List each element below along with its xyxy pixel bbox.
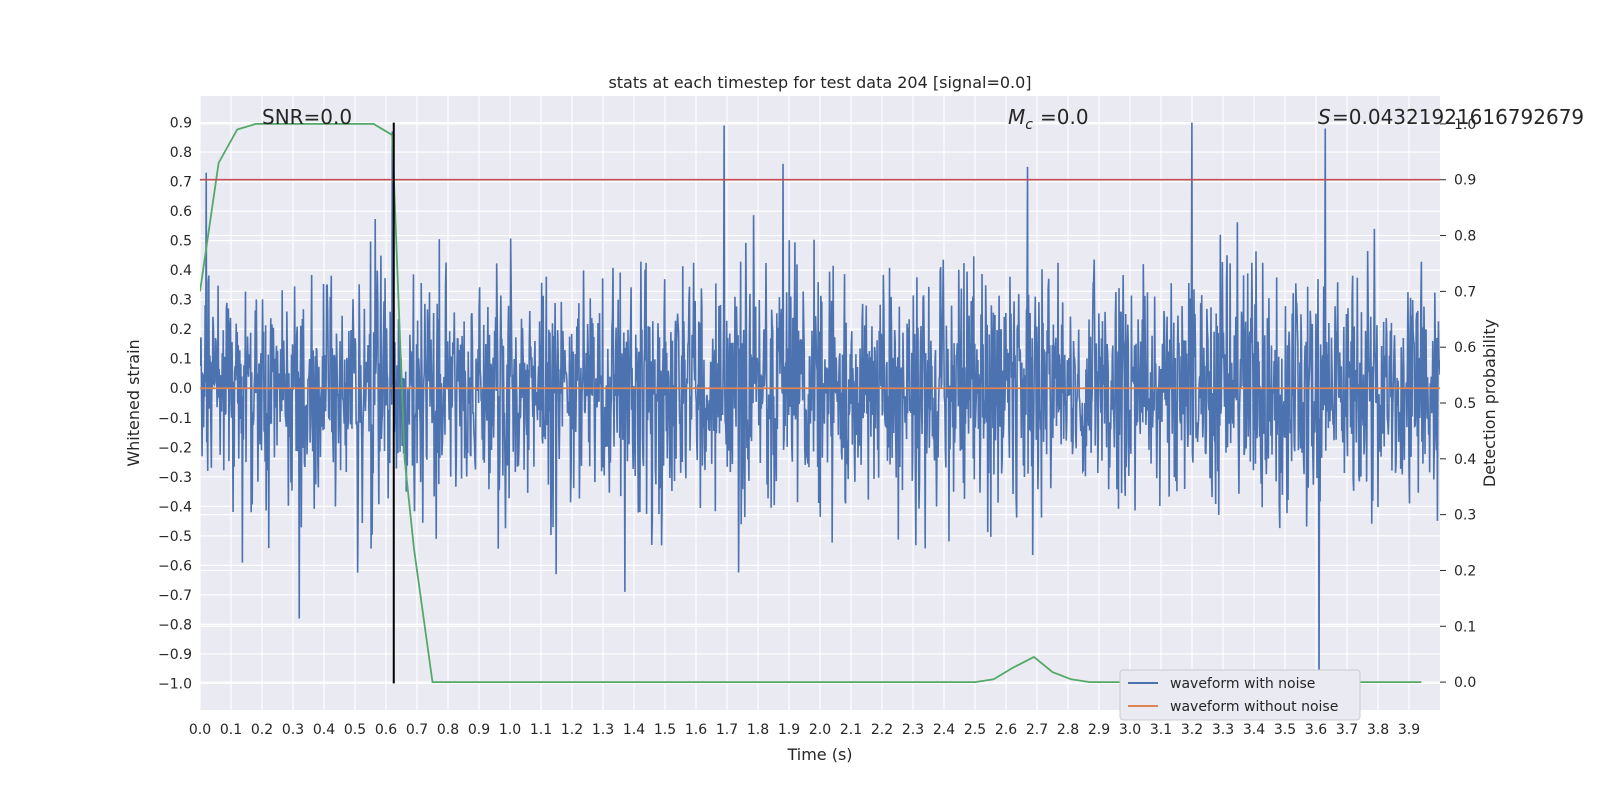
y-tick-label: −0.1	[158, 411, 192, 427]
y-tick-label: 0.3	[170, 293, 192, 309]
y-tick-label: −0.7	[158, 588, 192, 604]
series-detection-probability	[200, 123, 1422, 683]
y-axis-label: Whitened strain	[124, 339, 143, 466]
x-tick-label: 1.2	[561, 722, 583, 738]
y2-tick-label: 0.9	[1454, 173, 1476, 189]
y2-tick-label: 0.5	[1454, 396, 1476, 412]
y-tick-label: 0.1	[170, 352, 192, 368]
probability-line	[200, 123, 1422, 683]
y2-axis-label: Detection probability	[1480, 319, 1499, 487]
x-tick-label: 0.6	[375, 722, 397, 738]
y2-tick-label: 0.2	[1454, 563, 1476, 579]
y-tick-label: −0.6	[158, 558, 192, 574]
x-tick-label: 2.5	[964, 722, 986, 738]
y-tick-labels: −1.0 −0.9 −0.8 −0.7 −0.6 −0.5 −0.4 −0.3 −0.2 −0.1…	[158, 116, 192, 693]
annotation-s-value: =0.04321921616792679	[1332, 105, 1584, 129]
x-tick-label: 0.8	[437, 722, 459, 738]
y-tick-label: 0.2	[170, 322, 192, 338]
y-tick-label: 0.7	[170, 175, 192, 191]
x-tick-label: 2.0	[809, 722, 831, 738]
y-tick-label: −0.4	[158, 499, 192, 515]
x-tick-label: 1.7	[716, 722, 738, 738]
annotation-s: S =0.04321921616792679	[1318, 105, 1584, 129]
x-tick-label: 3.0	[1119, 722, 1141, 738]
y2-tick-label: 0.3	[1454, 508, 1476, 524]
x-tick-label: 3.7	[1336, 722, 1358, 738]
legend-label-clean: waveform without noise	[1170, 699, 1338, 715]
y-tick-label: 0.4	[170, 263, 192, 279]
x-tick-label: 3.6	[1305, 722, 1327, 738]
x-tick-label: 2.7	[1026, 722, 1048, 738]
x-tick-label: 3.1	[1150, 722, 1172, 738]
x-tick-label: 1.3	[592, 722, 614, 738]
x-tick-label: 1.0	[499, 722, 521, 738]
x-tick-label: 1.6	[685, 722, 707, 738]
x-tick-label: 2.9	[1088, 722, 1110, 738]
legend-label-noise: waveform with noise	[1170, 676, 1315, 692]
y-tick-label: −1.0	[158, 676, 192, 692]
y2-tick-label: 0.1	[1454, 619, 1476, 635]
plot-area	[200, 122, 1440, 684]
x-tick-label: 2.3	[902, 722, 924, 738]
y2-tick-label: 0.0	[1454, 675, 1476, 691]
x-tick-label: 3.4	[1243, 722, 1265, 738]
x-tick-label: 1.5	[654, 722, 676, 738]
x-tick-label: 0.0	[189, 722, 211, 738]
annotation-mc: Mc =0.0	[1008, 105, 1089, 133]
y2-tick-label: 0.6	[1454, 340, 1476, 356]
y2-tick-label: 0.8	[1454, 229, 1476, 245]
x-axis-label: Time (s)	[786, 745, 852, 764]
annotation-s-symbol: S	[1318, 105, 1331, 129]
x-tick-label: 0.1	[220, 722, 242, 738]
x-tick-label: 0.2	[251, 722, 273, 738]
x-tick-label: 3.5	[1274, 722, 1296, 738]
y-tick-label: −0.9	[158, 647, 192, 663]
y-tick-label: −0.2	[158, 440, 192, 456]
x-tick-label: 2.6	[995, 722, 1017, 738]
chart-title: stats at each timestep for test data 204…	[608, 73, 1031, 92]
legend: waveform with noise waveform without noi…	[1119, 669, 1361, 721]
x-tick-label: 1.9	[778, 722, 800, 738]
x-tick-label: 2.4	[933, 722, 955, 738]
x-tick-label: 3.8	[1367, 722, 1389, 738]
y2-tick-label: 1.0	[1454, 117, 1476, 133]
annotation-mc-value: =0.0	[1040, 105, 1089, 129]
x-tick-labels: 0.0 0.1 0.2 0.3 0.4 0.5 0.6 0.7 0.8 0.9 1.0 1.1 1.2 1…	[189, 722, 1420, 738]
y-tick-label: −0.3	[158, 470, 192, 486]
x-tick-label: 1.1	[530, 722, 552, 738]
y-tick-label: 0.5	[170, 234, 192, 250]
x-tick-label: 0.3	[282, 722, 304, 738]
x-tick-label: 1.8	[747, 722, 769, 738]
y-tick-label: −0.8	[158, 617, 192, 633]
y-tick-label: 0.8	[170, 145, 192, 161]
x-tick-label: 0.5	[344, 722, 366, 738]
x-tick-label: 0.4	[313, 722, 335, 738]
y-tick-label: 0.6	[170, 204, 192, 220]
annotation-snr: SNR=0.0	[262, 105, 352, 129]
x-tick-label: 0.7	[406, 722, 428, 738]
legend-box	[1119, 669, 1361, 721]
y2-tick-labels: 0.0 0.1 0.2 0.3 0.4 0.5 0.6 0.7 0.8 0.9 1.0	[1440, 117, 1476, 691]
y-tick-label: 0.9	[170, 116, 192, 132]
x-tick-label: 2.8	[1057, 722, 1079, 738]
x-tick-label: 1.4	[623, 722, 645, 738]
x-tick-label: 2.2	[871, 722, 893, 738]
y2-tick-label: 0.7	[1454, 284, 1476, 300]
x-tick-label: 2.1	[840, 722, 862, 738]
y-tick-label: −0.5	[158, 529, 192, 545]
x-tick-label: 3.2	[1181, 722, 1203, 738]
y-tick-label: 0.0	[170, 381, 192, 397]
x-tick-label: 3.9	[1398, 722, 1420, 738]
x-tick-label: 0.9	[468, 722, 490, 738]
x-tick-label: 3.3	[1212, 722, 1234, 738]
y2-tick-label: 0.4	[1454, 452, 1476, 468]
